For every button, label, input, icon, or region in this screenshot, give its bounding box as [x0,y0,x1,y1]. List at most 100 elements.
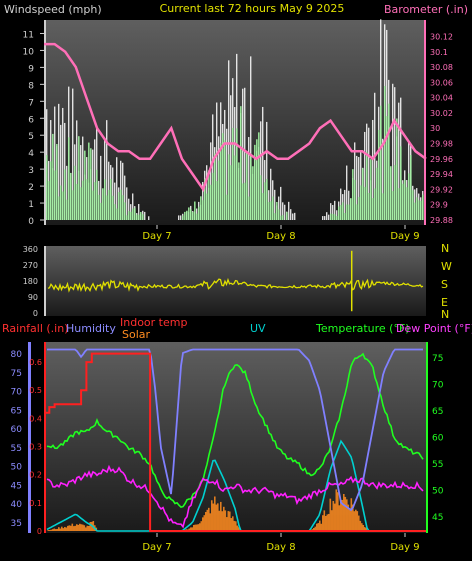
windspeed-bar [392,191,394,220]
windspeed-bar [128,211,130,220]
gust-bar [132,193,134,220]
windspeed-bar [404,180,406,220]
gust-bar [228,60,230,221]
gust-bar [72,88,74,221]
climate-panel-background [44,342,426,533]
solar-bar [365,528,368,531]
windspeed-tick-0: 0 [28,217,34,227]
barometer-tick-1: 29.9 [430,201,448,210]
gust-bar [294,212,296,220]
windspeed-bar [122,195,124,220]
gust-bar [250,56,252,221]
windspeed-bar [262,193,264,220]
gust-bar [216,102,218,220]
windspeed-bar [366,151,368,220]
climate-x-tick-2: Day 9 [390,542,419,553]
solar-bar [230,518,233,531]
solar-bar [226,517,228,531]
gust-bar [116,157,118,220]
windspeed-bar [348,204,350,220]
solar-bar [53,528,56,531]
solar-bar [67,525,69,531]
gust-bar [210,142,212,220]
direction-ticks: 0 90 180 270 360 [23,245,46,318]
temperature-tick-1: 50 [432,487,444,497]
solar-bar [64,526,66,531]
solar-bar [359,520,362,531]
climate-x-tick-0: Day 7 [142,542,171,553]
windspeed-bar [188,207,190,220]
windspeed-bar [224,140,226,220]
windspeed-bar [234,155,236,220]
solar-bar [79,523,81,531]
windspeed-bar [378,129,380,220]
humidity-tick-6: 65 [11,406,22,416]
windspeed-bar [346,204,348,220]
solar-bar [224,510,227,531]
windspeed-bar [142,214,144,220]
gust-bar [274,189,276,220]
windspeed-bar [104,179,106,220]
windspeed-bar [202,200,204,220]
gust-bar [212,114,214,220]
windspeed-bar [130,211,132,220]
windspeed-bar [100,202,102,220]
gust-bar [368,127,370,220]
windspeed-bar [352,169,354,220]
gust-bar [76,120,78,220]
windspeed-bar [192,211,194,220]
windspeed-bar [280,215,282,220]
solar-bar [199,523,201,531]
windspeed-bar [220,142,222,220]
compass-label-4: N [441,308,449,321]
gust-bar [292,213,294,220]
direction-line-layer [47,250,424,312]
windspeed-bar [76,183,78,220]
solar-bar [62,528,65,531]
barometer-tick-7: 30.02 [430,109,453,118]
windspeed-bar [62,191,64,220]
gust-bar [124,175,126,220]
solar-bar [326,514,329,531]
solar-bar [335,489,338,531]
windspeed-bar [410,155,412,220]
solar-bar [232,516,234,531]
gust-bar [62,107,64,220]
windspeed-bar [272,196,274,220]
solar-bar [347,504,350,531]
windspeed-bar [406,187,408,220]
windspeed-bar [84,150,86,220]
gust-bar [206,165,208,220]
solar-bar [203,515,206,531]
windspeed-bar [238,162,240,220]
gust-bar [324,216,326,220]
gust-bar [394,87,396,220]
solar-bar [220,501,222,531]
solar-bar [85,527,87,531]
solar-bar [313,528,315,531]
solar-bar [223,506,225,531]
gust-bar [322,216,324,220]
windspeed-bar [136,214,138,220]
temperature-tick-4: 65 [432,407,443,417]
gust-bar [382,138,384,220]
windspeed-bar [384,85,386,220]
barometer-tick-4: 29.96 [430,155,453,164]
humidity-line [47,348,423,512]
gust-bar [114,182,116,220]
solar-bar [88,525,90,531]
windspeed-tick-7: 7 [28,98,34,108]
solar-bar [55,529,57,531]
windspeed-bar [108,189,110,220]
windspeed-bar [332,213,334,220]
solar-bar [362,524,365,531]
humidity-tick-1: 40 [11,500,23,510]
gust-bar [226,128,228,220]
temperature-tick-3: 60 [432,434,444,444]
climate-lines-layer [44,348,426,532]
compass-label-2: S [441,278,448,291]
windspeed-bar [74,165,76,220]
solar-bar [200,521,203,531]
